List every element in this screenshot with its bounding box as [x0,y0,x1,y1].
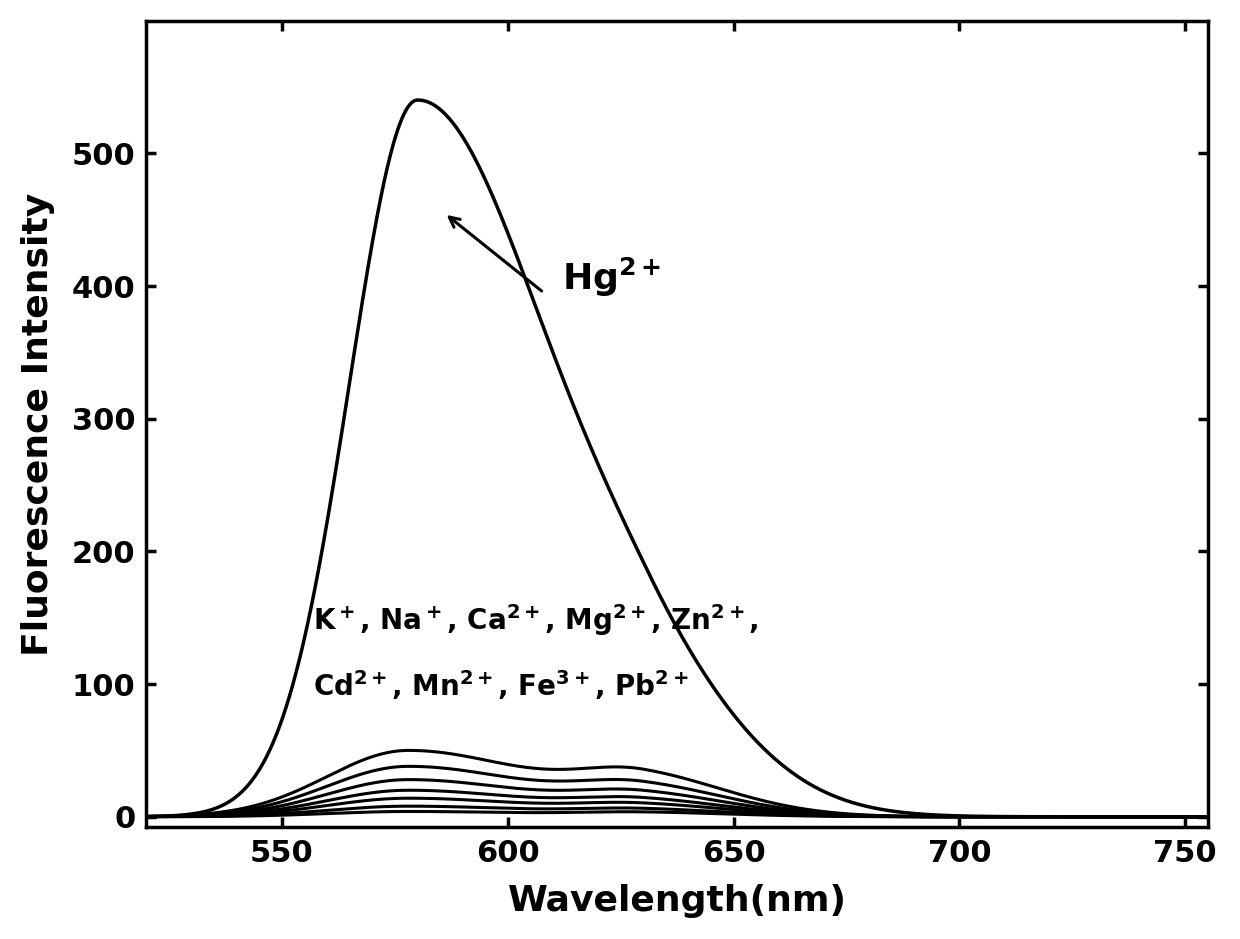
Text: $\mathbf{Cd^{2+}}$, $\mathbf{Mn^{2+}}$, $\mathbf{Fe^{3+}}$, $\mathbf{Pb^{2+}}$: $\mathbf{Cd^{2+}}$, $\mathbf{Mn^{2+}}$, … [314,669,689,702]
Text: $\mathbf{Hg}^{\mathbf{2+}}$: $\mathbf{Hg}^{\mathbf{2+}}$ [562,256,661,300]
Text: $\mathbf{K^+}$, $\mathbf{Na^+}$, $\mathbf{Ca^{2+}}$, $\mathbf{Mg^{2+}}$, $\mathb: $\mathbf{K^+}$, $\mathbf{Na^+}$, $\mathb… [314,602,759,638]
X-axis label: Wavelength(nm): Wavelength(nm) [507,885,847,918]
Y-axis label: Fluorescence Intensity: Fluorescence Intensity [21,192,55,655]
